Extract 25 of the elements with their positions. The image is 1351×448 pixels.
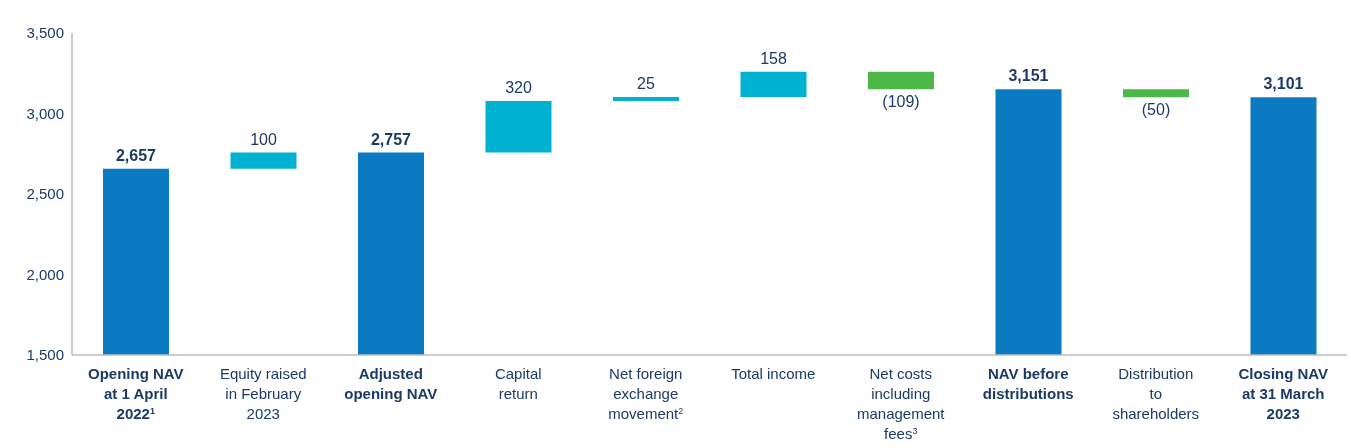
data-label: 2,657	[115, 146, 157, 164]
data-label: 3,151	[1008, 67, 1049, 85]
y-tick-label: 3,500	[26, 24, 64, 42]
data-label: (109)	[882, 93, 920, 111]
x-tick-label: Closing NAV at 31 March 2023	[1238, 365, 1329, 422]
data-label: 158	[760, 49, 787, 67]
data-label: 25	[637, 75, 655, 93]
y-tick-label: 2,500	[26, 185, 64, 203]
y-tick-label: 1,500	[26, 346, 64, 364]
x-tick-label: Adjusted opening NAV	[344, 365, 438, 402]
x-tick-label: Capital return	[494, 365, 542, 402]
x-tick-label: Distribution to shareholders	[1112, 365, 1200, 422]
data-label: 320	[505, 79, 532, 97]
x-tick-label: NAV before distributions	[982, 365, 1074, 402]
x-tick-label: Opening NAV at 1 April 2022$^{1}$	[87, 365, 184, 422]
x-tick-label: Net foreign exchange movement$^{2}$	[608, 365, 684, 422]
data-label: 3,101	[1263, 75, 1304, 93]
y-tick-label: 3,000	[26, 104, 64, 122]
x-tick-label: Total income	[731, 365, 816, 382]
x-tick-label: Net costs including management fees$^{3}$	[856, 365, 946, 442]
data-label: (50)	[1141, 101, 1171, 119]
data-label: 2,757	[370, 130, 412, 148]
y-tick-label: 2,000	[26, 265, 64, 283]
data-label: 100	[250, 130, 277, 148]
x-tick-label: Equity raised in February 2023	[219, 365, 307, 422]
